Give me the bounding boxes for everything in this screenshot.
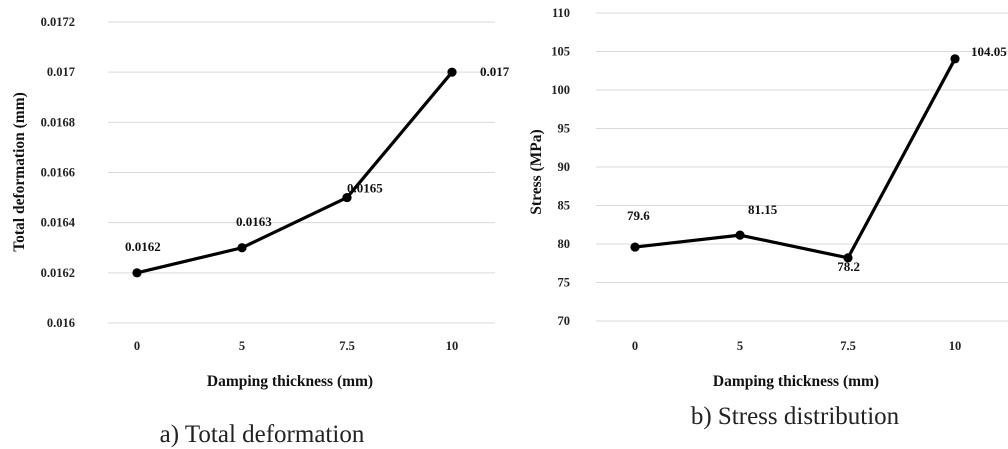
chart-a-data-point	[237, 243, 247, 253]
chart-a-markers	[132, 67, 457, 278]
chart-b-gridlines	[596, 12, 1008, 322]
chart-a-data-label: 0.017	[480, 64, 510, 79]
chart-a-y-tick-label: 0.0168	[41, 115, 75, 129]
chart-a-data-label: 0.0165	[347, 181, 383, 196]
chart-a-x-tick-label: 7.5	[339, 339, 355, 353]
chart-a-data-point	[447, 67, 457, 77]
chart-a-gridlines	[108, 21, 495, 324]
chart-a-y-ticks: 0.016 0.0162 0.0164 0.0166 0.0168 0.017 0.0172	[41, 15, 76, 330]
chart-b-x-tick-label: 7.5	[840, 339, 856, 353]
chart-b-x-ticks: 0 5 7.5 10	[632, 339, 961, 353]
chart-a-data-labels: 0.0162 0.0163 0.0165 0.017	[125, 64, 510, 254]
chart-b-markers	[630, 54, 960, 263]
chart-b-data-label: 104.05	[971, 44, 1007, 59]
chart-a-y-axis-label: Total deformation (mm)	[11, 92, 28, 252]
chart-b-caption: b) Stress distribution	[691, 403, 900, 430]
chart-b-y-tick-label: 90	[558, 160, 571, 174]
chart-b-y-tick-label: 70	[558, 314, 571, 328]
chart-a-caption: a) Total deformation	[160, 421, 365, 448]
chart-a-x-tick-label: 5	[239, 339, 245, 353]
chart-a-y-tick-label: 0.0172	[41, 15, 75, 29]
chart-a-y-tick-label: 0.016	[47, 316, 75, 330]
chart-b-data-point	[950, 54, 960, 64]
chart-a-x-ticks: 0 5 7.5 10	[134, 339, 458, 353]
chart-b-series-line	[634, 58, 957, 260]
chart-b-data-labels: 79.6 81.15 78.2 104.05	[627, 44, 1007, 274]
chart-b-data-label: 81.15	[748, 202, 778, 217]
chart-b-data-point	[735, 230, 745, 240]
chart-a-data-label: 0.0162	[125, 239, 161, 254]
chart-b-y-tick-label: 85	[558, 199, 571, 213]
chart-a-x-tick-label: 0	[134, 339, 140, 353]
chart-b-x-tick-label: 0	[632, 339, 638, 353]
chart-a-y-tick-label: 0.0162	[41, 266, 75, 280]
chart-a-data-point	[132, 268, 142, 278]
chart-a-y-tick-label: 0.0164	[41, 216, 76, 230]
chart-b-y-tick-label: 105	[551, 45, 570, 59]
chart-b-y-tick-label: 110	[552, 6, 570, 20]
chart-b-y-ticks: 70 75 80 85 90 95 100 105 110	[551, 6, 570, 328]
chart-b-y-tick-label: 100	[551, 83, 570, 97]
chart-b-x-tick-label: 10	[949, 339, 962, 353]
chart-b-x-axis-label: Damping thickness (mm)	[713, 373, 879, 390]
chart-a-data-label: 0.0163	[236, 214, 272, 229]
chart-b-data-label: 79.6	[627, 208, 650, 223]
chart-a-y-tick-label: 0.017	[47, 65, 75, 79]
chart-a-x-tick-label: 10	[446, 339, 459, 353]
chart-a-y-tick-label: 0.0166	[41, 166, 75, 180]
chart-b-x-tick-label: 5	[737, 339, 743, 353]
chart-b-y-tick-label: 95	[558, 122, 571, 136]
chart-b-data-label: 78.2	[837, 259, 860, 274]
chart-b-y-tick-label: 75	[558, 276, 571, 290]
chart-b-data-point	[843, 253, 853, 263]
chart-a-data-point	[342, 192, 352, 203]
chart-b-y-axis-label: Stress (MPa)	[528, 129, 545, 214]
chart-a-series-line	[136, 71, 454, 275]
chart-a-x-axis-label: Damping thickness (mm)	[207, 373, 373, 390]
chart-total-deformation: 0.016 0.0162 0.0164 0.0166 0.0168 0.017 0.0172…	[11, 15, 510, 448]
chart-b-data-point	[630, 242, 640, 252]
chart-b-y-tick-label: 80	[558, 237, 571, 251]
